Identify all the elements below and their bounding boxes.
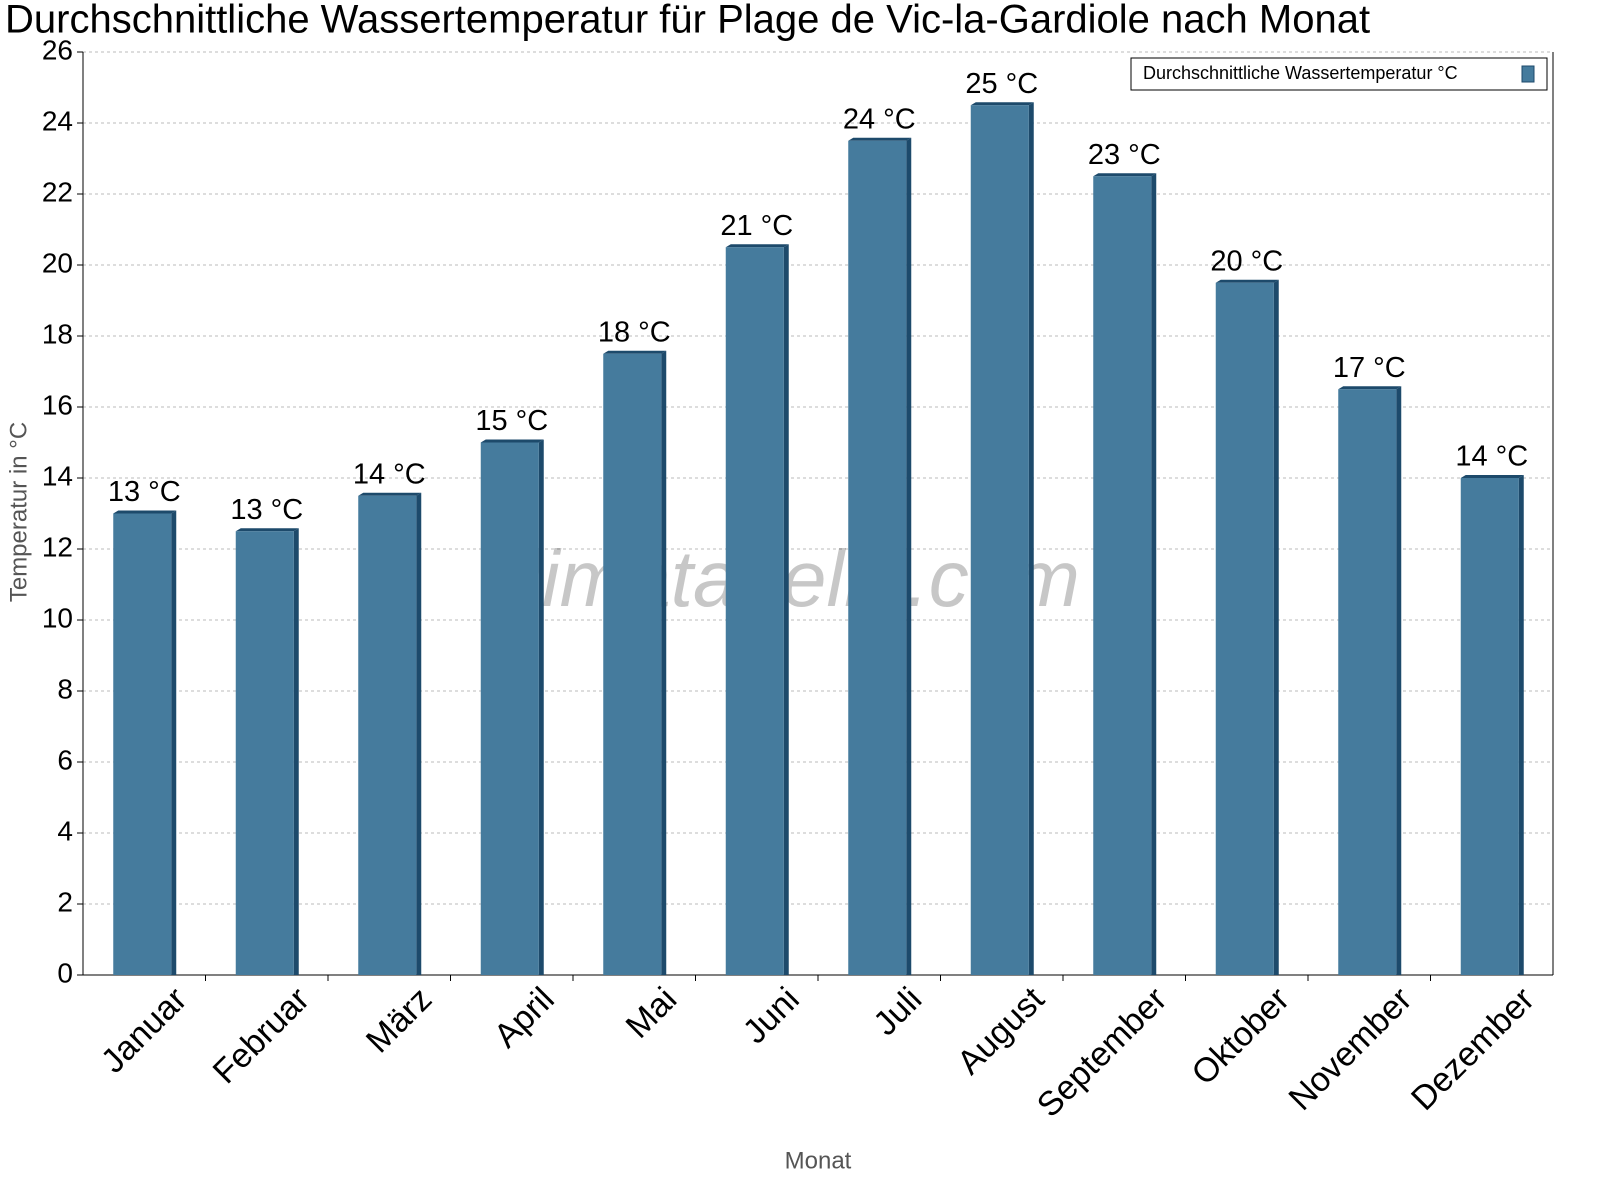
y-tick-label: 6 (57, 744, 73, 775)
bar-side (661, 350, 667, 975)
y-axis-label: Temperatur in °C (5, 422, 32, 602)
bar-top (235, 528, 299, 532)
legend-swatch (1521, 65, 1535, 83)
legend-label: Durchschnittliche Wassertemperatur °C (1143, 63, 1458, 83)
y-tick-label: 8 (57, 673, 73, 704)
bar-top (358, 492, 422, 496)
bar (1338, 389, 1397, 975)
bar (113, 513, 172, 975)
legend-box (1130, 57, 1548, 91)
value-label: 13 °C (108, 476, 181, 508)
value-label: 24 °C (843, 103, 916, 135)
y-tick-label: 20 (42, 247, 73, 278)
y-tick-label: 26 (42, 34, 73, 65)
bar-side (538, 439, 544, 975)
value-label: 21 °C (720, 210, 793, 242)
bar-side (783, 244, 789, 975)
y-tick-label: 24 (42, 105, 73, 136)
bar (1215, 282, 1274, 975)
y-tick-label: 18 (42, 318, 73, 349)
bar-top (113, 510, 177, 514)
bar-side (1028, 102, 1034, 975)
y-tick-label: 12 (42, 531, 73, 562)
value-label: 14 °C (1455, 441, 1528, 473)
bar-side (171, 510, 177, 975)
value-label: 13 °C (230, 494, 303, 526)
bar-side (293, 528, 299, 975)
y-tick-label: 14 (42, 460, 73, 491)
bar-side (906, 137, 912, 975)
bar-top (603, 350, 667, 354)
bar-side (1151, 173, 1157, 975)
y-tick-label: 4 (57, 815, 73, 846)
bar (603, 353, 662, 975)
value-label: 14 °C (353, 458, 426, 490)
value-label: 20 °C (1210, 245, 1283, 277)
bar (1093, 176, 1152, 975)
bar-top (1338, 386, 1402, 390)
bar-side (1273, 279, 1279, 975)
chart-title: Durchschnittliche Wassertemperatur für P… (5, 0, 1370, 42)
value-label: 15 °C (475, 405, 548, 437)
bar (480, 442, 539, 975)
bar-side (1518, 475, 1524, 975)
bar (358, 495, 417, 975)
value-label: 25 °C (965, 68, 1038, 100)
bar (1460, 478, 1519, 975)
y-tick-label: 16 (42, 389, 73, 420)
y-tick-label: 0 (57, 957, 73, 988)
bar-side (1396, 386, 1402, 975)
value-label: 17 °C (1333, 352, 1406, 384)
bar (235, 531, 294, 975)
bar-top (848, 137, 912, 141)
value-label: 23 °C (1088, 139, 1161, 171)
bar-top (725, 244, 789, 248)
bar-top (1460, 475, 1524, 478)
x-axis-label: Monat (785, 1147, 852, 1174)
bar-top (480, 439, 544, 443)
bar-top (1093, 173, 1157, 177)
y-tick-label: 2 (57, 886, 73, 917)
y-tick-label: 10 (42, 602, 73, 633)
value-label: 18 °C (598, 316, 671, 348)
y-tick-label: 22 (42, 176, 73, 207)
bar-top (970, 102, 1034, 106)
bar (970, 105, 1029, 975)
bar (848, 140, 907, 975)
bar-top (1215, 279, 1279, 283)
bar-side (416, 492, 422, 975)
bar (725, 247, 784, 975)
